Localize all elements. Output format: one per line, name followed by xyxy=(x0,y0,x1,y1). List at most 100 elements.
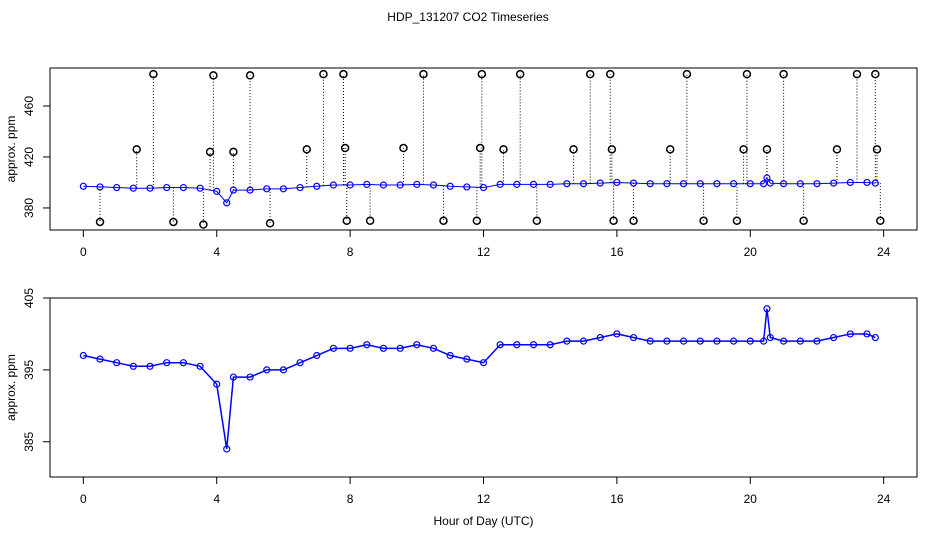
data-point xyxy=(863,178,871,187)
outlier-point xyxy=(799,216,808,225)
data-point xyxy=(429,344,438,352)
outlier-point xyxy=(365,216,375,225)
data-point xyxy=(479,183,488,192)
data-point xyxy=(830,333,838,342)
outlier-point xyxy=(339,69,348,79)
outlier-point xyxy=(515,69,525,79)
data-point xyxy=(446,182,454,190)
data-point xyxy=(113,359,121,367)
y-axis-label: approx. ppm xyxy=(4,116,18,183)
data-point xyxy=(96,355,104,363)
data-point xyxy=(613,178,621,187)
y-axis-label: approx. ppm xyxy=(4,354,18,421)
data-point xyxy=(179,183,187,192)
data-point xyxy=(163,183,171,192)
x-tick-label: 20 xyxy=(744,245,758,259)
data-point xyxy=(223,199,231,207)
data-point xyxy=(196,184,204,192)
data-point xyxy=(713,180,721,188)
outlier-point xyxy=(95,217,105,227)
outlier-point xyxy=(477,69,487,79)
outlier-point xyxy=(832,145,842,154)
outlier-point xyxy=(419,69,428,79)
outlier-point xyxy=(585,69,595,79)
data-point xyxy=(813,337,821,345)
data-point xyxy=(379,181,388,189)
data-point xyxy=(713,337,721,345)
data-point xyxy=(446,351,454,360)
data-point xyxy=(863,330,871,338)
data-point xyxy=(760,180,768,188)
outlier-point xyxy=(149,69,158,79)
x-tick-label: 16 xyxy=(610,245,624,259)
data-point xyxy=(579,337,588,345)
outlier-point xyxy=(265,218,275,228)
x-tick-label: 12 xyxy=(477,492,491,506)
data-point xyxy=(229,373,238,381)
outlier-point xyxy=(199,220,208,229)
data-point xyxy=(546,341,554,349)
outlier-point xyxy=(607,145,617,154)
x-tick-label: 4 xyxy=(213,492,220,506)
data-point xyxy=(279,366,288,374)
outlier-point xyxy=(732,216,742,225)
data-point xyxy=(796,337,804,345)
data-point xyxy=(479,359,488,367)
x-tick-label: 0 xyxy=(80,245,87,259)
data-point xyxy=(146,362,154,370)
x-tick-label: 20 xyxy=(744,492,758,506)
outlier-point xyxy=(229,147,238,157)
data-point xyxy=(780,337,788,345)
data-point xyxy=(463,355,471,363)
data-point xyxy=(846,330,854,338)
data-point xyxy=(413,341,421,349)
data-point xyxy=(496,341,504,349)
data-point xyxy=(813,180,821,188)
data-point xyxy=(163,359,171,367)
data-point xyxy=(830,179,838,187)
data-point xyxy=(279,185,288,193)
outlier-point xyxy=(609,216,618,225)
y-tick-label: 460 xyxy=(22,96,36,116)
data-point xyxy=(513,341,521,349)
y-tick-label: 395 xyxy=(22,360,36,380)
data-point xyxy=(146,184,154,192)
data-point xyxy=(396,344,404,352)
x-tick-label: 4 xyxy=(213,245,220,259)
data-point xyxy=(729,337,738,345)
outlier-point xyxy=(532,216,542,225)
data-point xyxy=(563,180,571,188)
outlier-point xyxy=(779,69,788,79)
data-point xyxy=(766,179,774,187)
outlier-point xyxy=(605,69,615,79)
outlier-point xyxy=(169,217,178,227)
outlier-point xyxy=(762,145,772,154)
data-point xyxy=(679,337,688,345)
outlier-point xyxy=(871,69,880,79)
x-axis-label: Hour of Day (UTC) xyxy=(433,514,533,528)
x-tick-label: 0 xyxy=(80,492,87,506)
data-point xyxy=(196,362,204,370)
data-point xyxy=(763,305,771,313)
x-tick-label: 8 xyxy=(347,245,354,259)
data-point xyxy=(313,182,321,190)
x-tick-label: 16 xyxy=(610,492,624,506)
data-point xyxy=(529,341,538,349)
y-tick-label: 385 xyxy=(22,431,36,451)
data-point xyxy=(329,181,338,189)
outlier-point xyxy=(569,145,578,154)
outlier-point xyxy=(739,145,748,154)
chart-title: HDP_131207 CO2 Timeseries xyxy=(387,10,548,24)
data-point xyxy=(696,337,704,345)
data-point xyxy=(596,333,604,342)
y-tick-label: 405 xyxy=(22,288,36,308)
outlier-point xyxy=(209,71,218,80)
data-point xyxy=(246,373,254,381)
x-tick-label: 24 xyxy=(877,492,891,506)
data-point xyxy=(766,333,774,342)
outlier-point xyxy=(742,69,752,79)
outlier-point xyxy=(439,216,448,225)
data-point xyxy=(629,333,638,342)
data-point xyxy=(313,351,321,360)
data-point xyxy=(296,183,304,192)
